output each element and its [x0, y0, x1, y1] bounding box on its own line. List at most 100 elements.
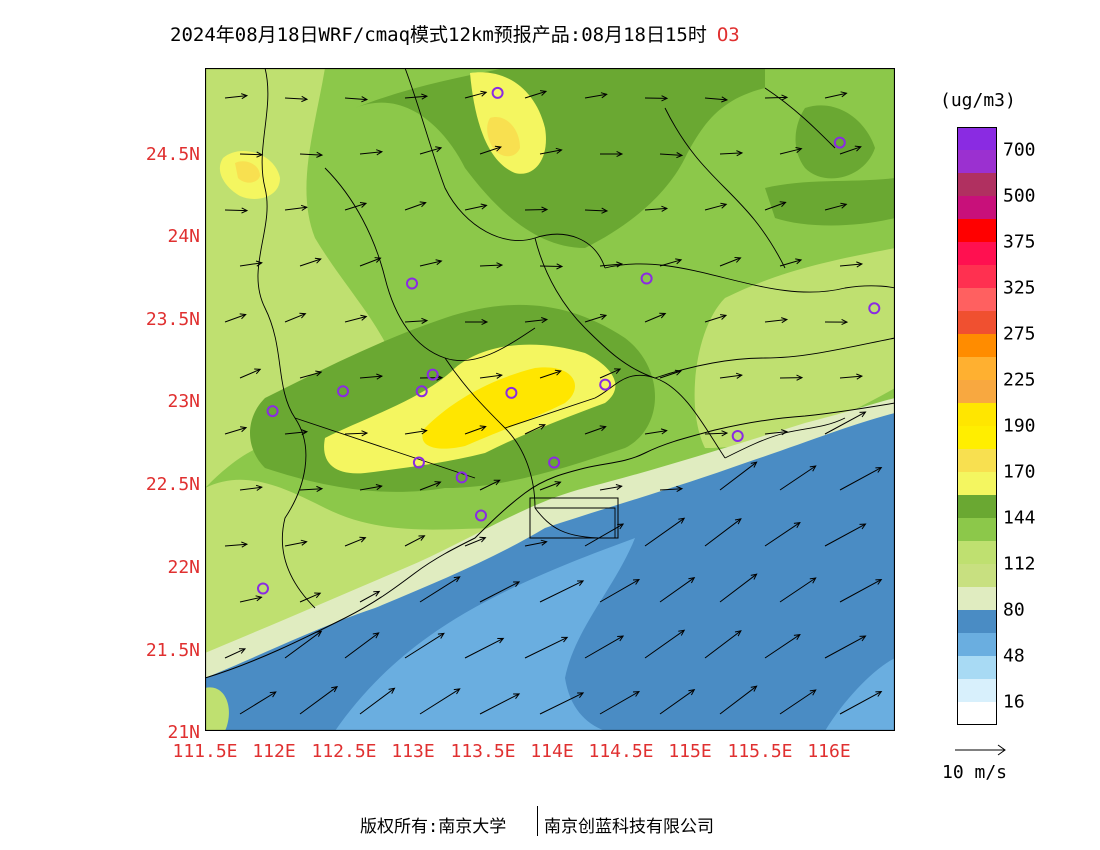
wind-arrow-head: [361, 430, 369, 437]
wind-reference-label: 10 m/s: [942, 762, 1008, 783]
wind-arrow: [464, 537, 486, 547]
wind-arrow-head: [688, 689, 696, 696]
forecast-map: [205, 68, 895, 731]
wind-arrow: [344, 432, 368, 435]
wind-arrow-head: [541, 206, 549, 213]
wind-arrow: [224, 648, 246, 659]
wind-arrow-head: [795, 147, 803, 153]
wind-arrow: [359, 375, 382, 379]
wind-arrow-head: [513, 581, 521, 587]
lon-label-112-5: 112.5E: [311, 741, 377, 762]
wind-arrow: [359, 257, 381, 267]
wind-arrow: [464, 426, 486, 435]
light-green-east: [694, 248, 895, 448]
wind-arrow: [344, 97, 367, 101]
wind-arrow-head: [615, 484, 623, 491]
wind-arrow-head: [437, 632, 445, 639]
wind-arrow: [404, 535, 425, 547]
wind-arrow-head: [434, 481, 442, 487]
wind-arrow-head: [435, 146, 443, 153]
legend-swatch: [957, 380, 997, 403]
wind-arrow-head: [809, 465, 817, 472]
station-marker: [833, 136, 846, 149]
wind-arrow-head: [856, 373, 864, 380]
wind-arrow: [839, 375, 862, 379]
legend-label: 80: [1003, 599, 1025, 621]
legend-swatch: [957, 242, 997, 265]
wind-arrow: [284, 541, 307, 547]
wind-arrow-head: [314, 592, 322, 599]
legend-swatch: [957, 541, 997, 564]
wind-arrow: [764, 201, 786, 211]
wind-arrow: [224, 95, 247, 99]
dark-green-e: [765, 178, 895, 226]
wind-arrow-head: [674, 369, 682, 376]
wind-arrow-head: [453, 688, 461, 695]
legend-label: 500: [1003, 185, 1036, 207]
wind-arrow-head: [255, 260, 263, 267]
station-marker: [266, 405, 279, 418]
wind-arrow: [824, 92, 847, 99]
wind-arrow-head: [314, 257, 322, 264]
wind-arrow-head: [840, 202, 848, 209]
legend-swatch: [957, 219, 997, 242]
wind-arrow-head: [601, 207, 609, 214]
wind-arrow: [599, 579, 640, 603]
wind-arrow: [764, 319, 787, 323]
wind-arrow: [344, 202, 367, 211]
wind-arrow-head: [614, 368, 622, 375]
wind-arrow: [719, 257, 741, 267]
wind-arrow-head: [375, 484, 383, 491]
legend-label: 190: [1003, 415, 1036, 437]
wind-arrow: [644, 517, 685, 547]
lon-label-114: 114E: [530, 741, 574, 762]
wind-arrow: [239, 596, 262, 603]
wind-arrow-head: [750, 685, 758, 692]
wind-arrow-head: [617, 523, 625, 530]
wind-arrow-head: [359, 536, 367, 543]
wind-arrow: [299, 153, 323, 156]
wind-arrow-head: [496, 262, 504, 269]
wind-arrow: [344, 537, 366, 547]
legend-swatch: [957, 472, 997, 495]
wind-arrow-head: [859, 411, 867, 418]
wind-arrow-head: [781, 429, 789, 436]
wind-arrow-head: [809, 689, 817, 696]
wind-arrow-head: [735, 372, 743, 379]
wind-arrow-head: [421, 317, 429, 324]
lon-label-111-5: 111.5E: [172, 741, 238, 762]
lat-label-24-5: 24.5N: [145, 144, 200, 165]
wind-arrow-head: [255, 595, 263, 602]
legend-label: 325: [1003, 277, 1036, 299]
wind-arrow-head: [660, 428, 668, 435]
legend-label: 275: [1003, 323, 1036, 345]
color-legend: [957, 127, 997, 725]
wind-arrow-head: [875, 579, 883, 585]
legend-swatch: [957, 265, 997, 288]
wind-arrow-head: [376, 149, 384, 156]
wind-arrow: [404, 632, 445, 659]
wind-arrow-head: [241, 541, 249, 548]
wind-arrow: [839, 263, 862, 267]
wind-arrow-head: [599, 425, 607, 432]
wind-arrow: [239, 262, 262, 267]
wind-arrow: [779, 465, 816, 491]
wind-arrow-head: [600, 92, 608, 99]
wind-arrow: [359, 590, 380, 603]
station-marker: [491, 86, 504, 99]
wind-arrow-head: [238, 648, 247, 654]
wind-arrow: [599, 485, 622, 491]
wind-arrow-head: [854, 145, 862, 152]
wind-arrow: [779, 689, 816, 715]
wind-arrow-head: [331, 686, 339, 693]
wind-arrow-head: [734, 257, 742, 263]
wind-arrow: [779, 148, 802, 155]
lat-label-23-5: 23.5N: [145, 309, 200, 330]
wind-arrow-head: [781, 317, 789, 324]
wind-arrow: [539, 149, 562, 155]
wind-arrow-head: [453, 576, 461, 583]
wind-arrow: [284, 630, 322, 659]
sea-light-tongue: [335, 538, 635, 731]
wind-arrow-head: [676, 485, 684, 493]
wind-arrow: [824, 523, 866, 547]
